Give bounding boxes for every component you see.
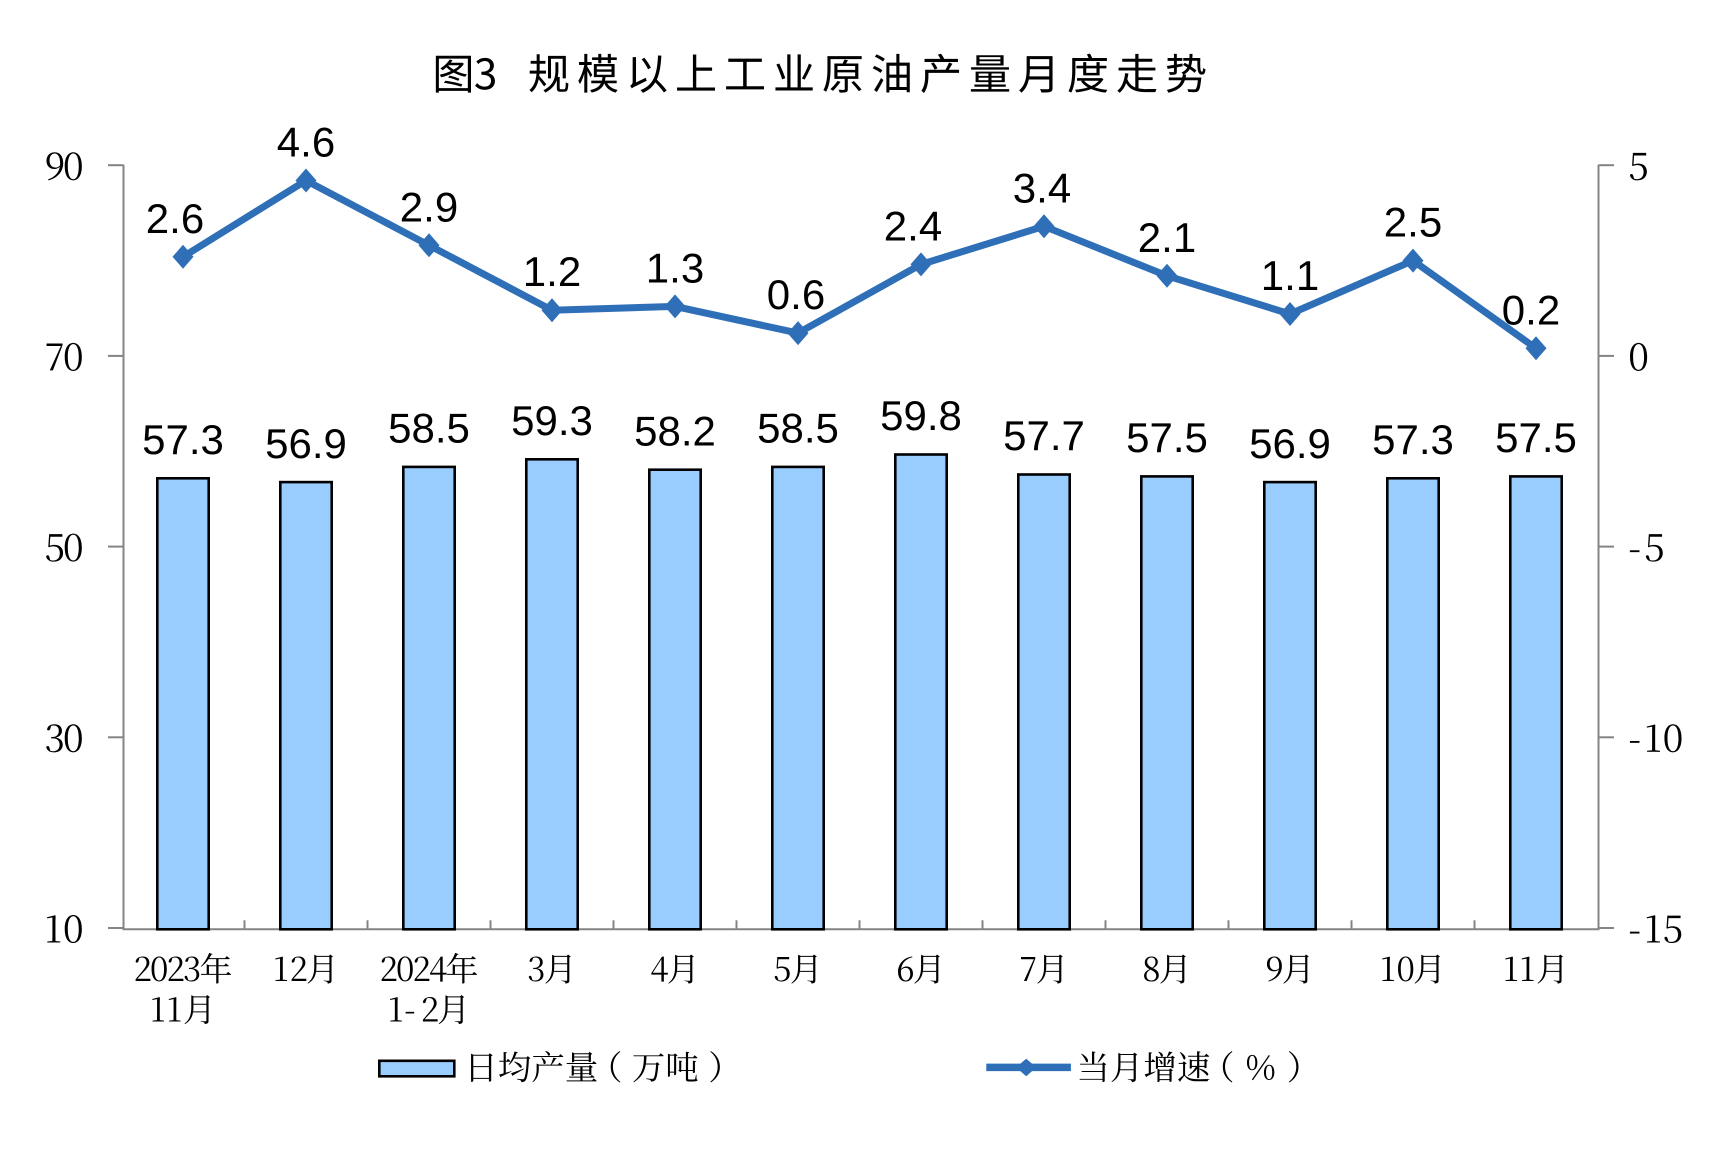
svg-text:58.2: 58.2 xyxy=(634,407,716,454)
svg-text:56.9: 56.9 xyxy=(265,420,347,467)
svg-text:0.6: 0.6 xyxy=(767,271,825,318)
svg-text:57.3: 57.3 xyxy=(1372,416,1454,463)
svg-text:2.6: 2.6 xyxy=(146,195,204,242)
svg-text:57.5: 57.5 xyxy=(1126,414,1208,461)
svg-text:58.5: 58.5 xyxy=(757,405,839,452)
svg-text:57.5: 57.5 xyxy=(1495,414,1577,461)
svg-text:57.3: 57.3 xyxy=(142,416,224,463)
svg-text:2.5: 2.5 xyxy=(1384,199,1442,246)
svg-text:0.2: 0.2 xyxy=(1502,286,1560,333)
svg-text:4.6: 4.6 xyxy=(277,119,335,166)
svg-text:2.9: 2.9 xyxy=(400,183,458,230)
svg-text:59.3: 59.3 xyxy=(511,397,593,444)
svg-text:58.5: 58.5 xyxy=(388,405,470,452)
svg-text:1.3: 1.3 xyxy=(646,244,704,291)
svg-text:2.1: 2.1 xyxy=(1138,214,1196,261)
svg-text:3.4: 3.4 xyxy=(1013,164,1071,211)
svg-text:59.8: 59.8 xyxy=(880,392,962,439)
svg-text:1.2: 1.2 xyxy=(523,248,581,295)
svg-text:56.9: 56.9 xyxy=(1249,420,1331,467)
svg-text:57.7: 57.7 xyxy=(1003,412,1085,459)
svg-text:1.1: 1.1 xyxy=(1261,252,1319,299)
svg-text:2.4: 2.4 xyxy=(884,202,942,249)
